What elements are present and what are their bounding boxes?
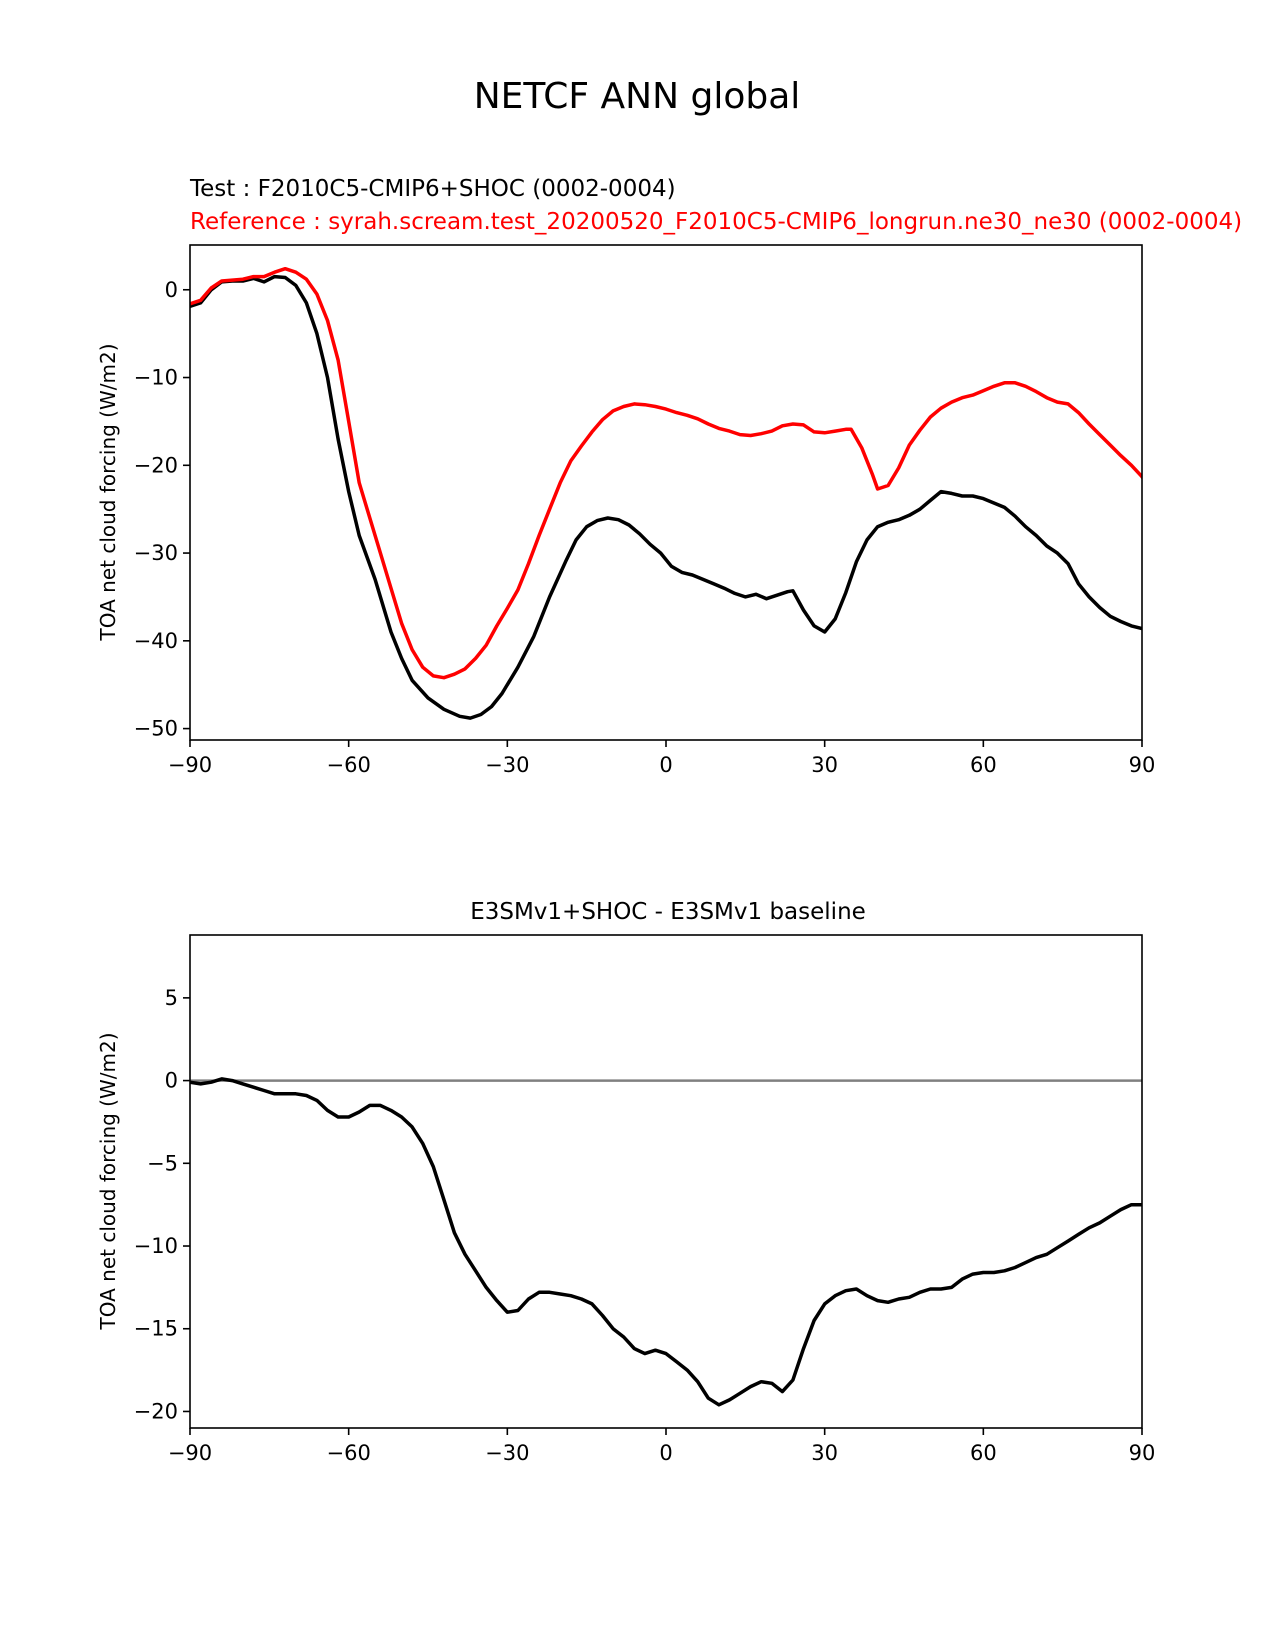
x-tick-label: −90 (168, 753, 212, 777)
x-tick-label: −60 (327, 1441, 371, 1465)
y-tick-label: 0 (165, 1069, 178, 1093)
reference-subtitle: Reference : syrah.scream.test_20200520_F… (190, 209, 1242, 235)
x-tick-label: 60 (970, 1441, 997, 1465)
y-tick-label: −5 (147, 1151, 178, 1175)
x-tick-label: 90 (1129, 1441, 1156, 1465)
x-tick-label: −60 (327, 753, 371, 777)
y-tick-label: −30 (134, 541, 178, 565)
y-tick-label: 5 (165, 986, 178, 1010)
x-tick-label: 0 (659, 1441, 672, 1465)
x-tick-label: 30 (811, 1441, 838, 1465)
y-tick-label: −40 (134, 629, 178, 653)
x-tick-label: 30 (811, 753, 838, 777)
y-tick-label: −10 (134, 1234, 178, 1258)
series-line-1 (190, 266, 1142, 680)
y-tick-label: −20 (134, 1399, 178, 1423)
top-axes: −90 −60 −30 0 30 60 90 0 −10 −20 −30 −40 −50 (134, 244, 1156, 777)
plot-area (190, 266, 1142, 720)
y-tick-label: −50 (134, 717, 178, 741)
bottom-axes-title: E3SMv1+SHOC - E3SMv1 baseline (470, 899, 866, 925)
test-subtitle: Test : F2010C5-CMIP6+SHOC (0002-0004) (189, 176, 676, 202)
x-tick-label: −30 (485, 1441, 529, 1465)
figure-title: NETCF ANN global (474, 76, 801, 117)
top-y-axis-label: TOA net cloud forcing (W/m2) (96, 343, 120, 641)
y-tick-label: 0 (165, 278, 178, 302)
y-tick-label: −10 (134, 366, 178, 390)
x-tick-label: 60 (970, 753, 997, 777)
x-tick-label: −30 (485, 753, 529, 777)
y-tick-label: −20 (134, 453, 178, 477)
y-tick-label: −15 (134, 1317, 178, 1341)
bottom-axes: −90 −60 −30 0 30 60 90 5 0 −5 −10 −15 −20 (134, 934, 1156, 1465)
plot-area (190, 1077, 1142, 1407)
x-tick-label: −90 (168, 1441, 212, 1465)
bottom-y-axis-label: TOA net cloud forcing (W/m2) (96, 1032, 120, 1330)
x-tick-label: 90 (1129, 753, 1156, 777)
series-line-0 (190, 1077, 1142, 1407)
x-tick-label: 0 (659, 753, 672, 777)
series-line-0 (190, 274, 1142, 720)
